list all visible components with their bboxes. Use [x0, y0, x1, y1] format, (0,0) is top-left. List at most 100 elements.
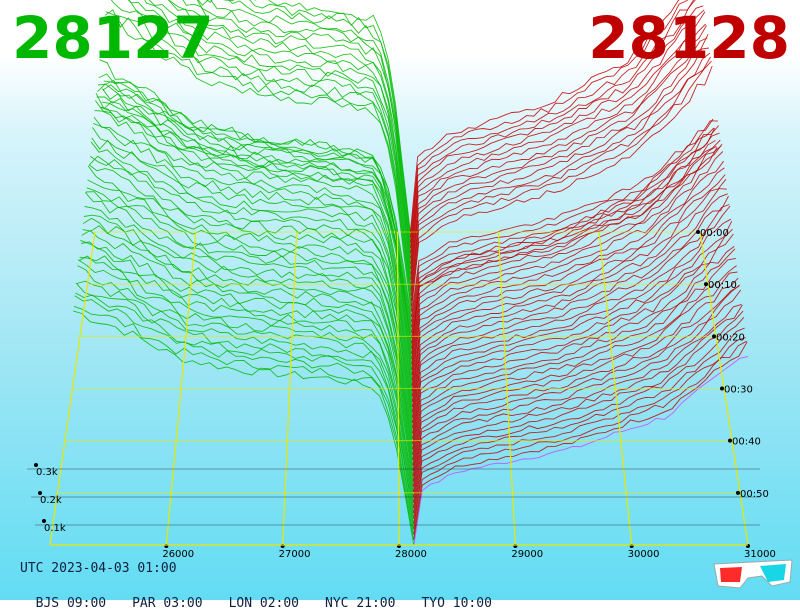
- ask-depth-line: [412, 257, 736, 466]
- ask-depth-line: [413, 310, 744, 514]
- bid-depth-line: [74, 295, 415, 535]
- ask-depth-line: [413, 304, 743, 508]
- price-tick-label: 27000: [279, 549, 311, 560]
- bid-depth-line: [94, 100, 413, 381]
- ask-depth-line: [410, 47, 709, 291]
- bid-depth-line: [196, 0, 411, 254]
- depth-tick-mark: [38, 491, 42, 495]
- grid-lines: [27, 230, 760, 548]
- bid-depth-line: [87, 179, 414, 439]
- ask-depth-line: [411, 125, 720, 355]
- time-tick-mark: [728, 438, 732, 443]
- ask-depth-line: [410, 0, 689, 238]
- ask-depth-line: [412, 246, 735, 455]
- ask-depth-line: [412, 284, 741, 492]
- depth-tick-label: 0.3k: [36, 467, 58, 478]
- bid-depth-line: [102, 84, 412, 323]
- bid-depth-line: [97, 83, 413, 365]
- ask-depth-line: [412, 265, 737, 471]
- bid-depth-line: [75, 292, 415, 530]
- ask-depth-line: [412, 285, 740, 487]
- ask-depth-line: [411, 167, 725, 392]
- ask-depth-line: [411, 146, 718, 344]
- ask-depth-line: [412, 205, 731, 429]
- bid-depth-line: [223, 0, 411, 238]
- ask-depth-line: [411, 160, 724, 386]
- ask-depth-line: [411, 145, 717, 339]
- bid-depth-line: [104, 9, 412, 307]
- bid-depth-line: [197, 0, 411, 248]
- bid-depth-line: [86, 187, 414, 445]
- bid-depth-line: [144, 0, 412, 280]
- bid-depth-line: [94, 110, 413, 386]
- ask-depth-line: [411, 145, 722, 370]
- bid-depth-line: [78, 255, 414, 503]
- time-tick-mark: [712, 334, 716, 339]
- timezone-lon: LON 02:00: [228, 596, 300, 611]
- price-tick-label: 31000: [744, 549, 776, 560]
- utc-time: UTC 2023-04-03 01:00: [20, 561, 177, 576]
- bid-depth-line: [90, 155, 413, 418]
- ask-depth-line: [412, 233, 734, 450]
- ask-depth-line: [410, 65, 713, 312]
- axis-labels: 26000 27000 28000 29000 30000 31000 00:00 00:10…: [36, 228, 776, 560]
- ask-depth-line: [413, 316, 745, 519]
- bid-depth-line: [168, 0, 412, 270]
- price-tick-label: 28000: [395, 549, 427, 560]
- bid-depth-line: [100, 106, 412, 344]
- ask-depth-line: [412, 289, 742, 498]
- bid-depth-line: [127, 0, 412, 291]
- bid-depth-line: [79, 255, 414, 498]
- timezone-nyc: NYC 21:00: [325, 596, 396, 611]
- ask-depth-line: [410, 23, 707, 270]
- bid-depth-line: [82, 217, 414, 471]
- bid-depth-line: [99, 59, 413, 349]
- bid-depth-line: [182, 0, 412, 259]
- ask-depth-line: [412, 248, 736, 461]
- bid-depth-line: [84, 206, 414, 461]
- timezone-bjs: BJS 09:00: [35, 596, 107, 611]
- ask-depth-line: [412, 218, 732, 434]
- time-tick-label: 00:50: [740, 489, 769, 500]
- ask-depth-line: [413, 337, 746, 530]
- bid-depth-line: [81, 229, 414, 482]
- 3d-glasses-icon[interactable]: [712, 558, 794, 590]
- ask-depth-line: [412, 271, 738, 477]
- bid-depth-line: [84, 192, 414, 455]
- bid-depth-line: [76, 280, 414, 519]
- time-tick-label: 00:00: [700, 228, 729, 239]
- bid-depth-line: [73, 310, 415, 546]
- depth-tick-label: 0.1k: [44, 523, 66, 534]
- bid-depth-line: [93, 122, 413, 397]
- ask-depth-line: [410, 52, 711, 296]
- time-tick-label: 00:20: [716, 332, 745, 343]
- bid-depth-line: [81, 241, 414, 487]
- ask-depth-line: [412, 204, 730, 424]
- ask-depth-line: [413, 341, 748, 540]
- bid-depth-line: [83, 214, 414, 466]
- ask-depth-line: [410, 0, 695, 248]
- bid-depth-line: [102, 88, 412, 328]
- time-tick-mark: [736, 490, 740, 495]
- ask-depth-line: [410, 60, 712, 307]
- bid-depth-line: [77, 259, 414, 508]
- ask-depth-line: [412, 303, 742, 503]
- depth-curves: [73, 0, 749, 546]
- price-tick-label: 26000: [162, 549, 194, 560]
- ask-depth-line: [410, 5, 704, 254]
- bid-depth-line: [100, 106, 412, 339]
- ask-depth-line: [411, 178, 727, 402]
- bid-depth-line: [87, 165, 413, 434]
- depth-tick-mark: [42, 519, 46, 523]
- ask-depth-line: [411, 151, 724, 381]
- bid-depth-line: [73, 305, 415, 540]
- price-tick-label: 30000: [628, 549, 660, 560]
- ask-depth-line: [410, 11, 706, 264]
- ask-depth-line: [412, 277, 739, 482]
- ask-depth-line: [412, 195, 729, 418]
- ask-depth-line: [410, 127, 715, 323]
- timezone-tyo: TYO 10:00: [421, 596, 492, 611]
- bid-depth-line: [148, 0, 412, 275]
- depth-tick-mark: [34, 463, 38, 467]
- time-tick-mark: [720, 386, 724, 391]
